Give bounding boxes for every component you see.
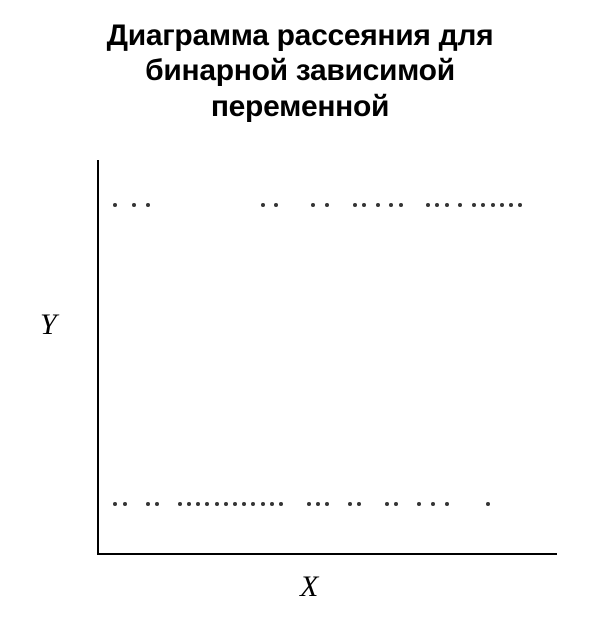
plot-area (97, 160, 557, 555)
scatter-point (146, 502, 150, 506)
scatter-point (325, 502, 329, 506)
scatter-point (348, 502, 352, 506)
scatter-point (458, 203, 462, 207)
scatter-point (491, 203, 495, 207)
scatter-point (431, 502, 435, 506)
scatter-point (518, 203, 522, 207)
x-axis-label: X (300, 570, 318, 604)
scatter-point (155, 502, 159, 506)
scatter-point (445, 203, 449, 207)
scatter-point (325, 203, 329, 207)
scatter-point (196, 502, 200, 506)
scatter-point (311, 203, 315, 207)
scatter-point (307, 502, 311, 506)
scatter-point (233, 502, 237, 506)
scatter-point (389, 203, 393, 207)
scatter-point (178, 502, 182, 506)
scatter-point (426, 203, 430, 207)
scatter-point (486, 502, 490, 506)
scatter-point (113, 502, 117, 506)
scatter-point (385, 502, 389, 506)
figure-root: { "title": { "text": "Диаграмма рассеяни… (0, 0, 600, 633)
scatter-point (376, 203, 380, 207)
chart-title: Диаграмма рассеяния для бинарной зависим… (0, 18, 600, 124)
scatter-point (261, 502, 265, 506)
scatter-point (261, 203, 265, 207)
scatter-point (113, 203, 117, 207)
scatter-point (399, 203, 403, 207)
scatter-point (362, 203, 366, 207)
scatter-point (316, 502, 320, 506)
scatter-point (251, 502, 255, 506)
y-axis-label: Y (40, 308, 57, 342)
x-axis-line (97, 553, 557, 555)
scatter-point (353, 203, 357, 207)
scatter-point (357, 502, 361, 506)
scatter-point (270, 502, 274, 506)
scatter-point (509, 203, 513, 207)
y-axis-line (97, 160, 99, 555)
scatter-point (123, 502, 127, 506)
scatter-point (445, 502, 449, 506)
scatter-point (394, 502, 398, 506)
scatter-point (279, 502, 283, 506)
scatter-point (132, 203, 136, 207)
scatter-point (242, 502, 246, 506)
scatter-point (500, 203, 504, 207)
scatter-point (417, 502, 421, 506)
scatter-point (146, 203, 150, 207)
scatter-point (472, 203, 476, 207)
scatter-point (224, 502, 228, 506)
scatter-point (187, 502, 191, 506)
scatter-point (205, 502, 209, 506)
scatter-point (274, 203, 278, 207)
scatter-point (215, 502, 219, 506)
scatter-point (481, 203, 485, 207)
scatter-point (435, 203, 439, 207)
